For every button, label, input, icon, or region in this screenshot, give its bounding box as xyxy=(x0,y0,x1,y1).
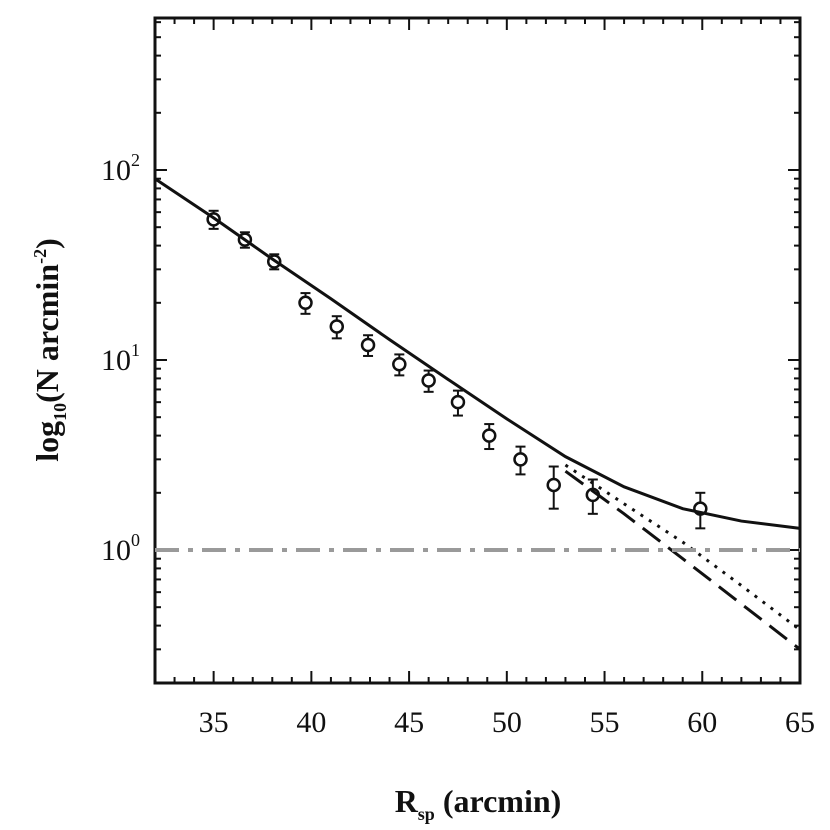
data-point xyxy=(298,295,313,311)
data-point xyxy=(421,373,436,388)
x-tick-label: 45 xyxy=(394,706,424,739)
x-tick-label: 60 xyxy=(687,706,717,739)
data-point xyxy=(513,452,528,467)
x-tick-label: 50 xyxy=(492,706,522,739)
axis-ticks xyxy=(155,18,801,684)
x-axis-title: Rsp (arcmin) xyxy=(395,783,562,824)
data-point xyxy=(481,428,497,443)
x-tick-label: 40 xyxy=(296,706,326,739)
y-tick-label: 100 xyxy=(101,530,140,567)
series-dashed-line xyxy=(564,469,801,651)
x-tick-label: 55 xyxy=(590,706,620,739)
data-point xyxy=(546,477,561,493)
series-dotted-line xyxy=(564,463,801,632)
tick-labels: 35 40 45 50 55 60 65 100 101 102 xyxy=(101,150,815,739)
series-solid-line xyxy=(154,177,801,530)
plot-marks xyxy=(154,177,801,651)
x-tick-label: 65 xyxy=(785,706,815,739)
data-point xyxy=(360,337,376,353)
y-tick-label: 102 xyxy=(101,150,140,187)
y-tick-label: 101 xyxy=(101,340,140,377)
plot-frame xyxy=(153,16,802,685)
data-point xyxy=(392,356,407,372)
y-axis-title: log10(N arcmin-2) xyxy=(29,238,70,461)
data-point xyxy=(450,394,466,410)
x-tick-label: 35 xyxy=(199,706,229,739)
data-point xyxy=(329,319,345,334)
